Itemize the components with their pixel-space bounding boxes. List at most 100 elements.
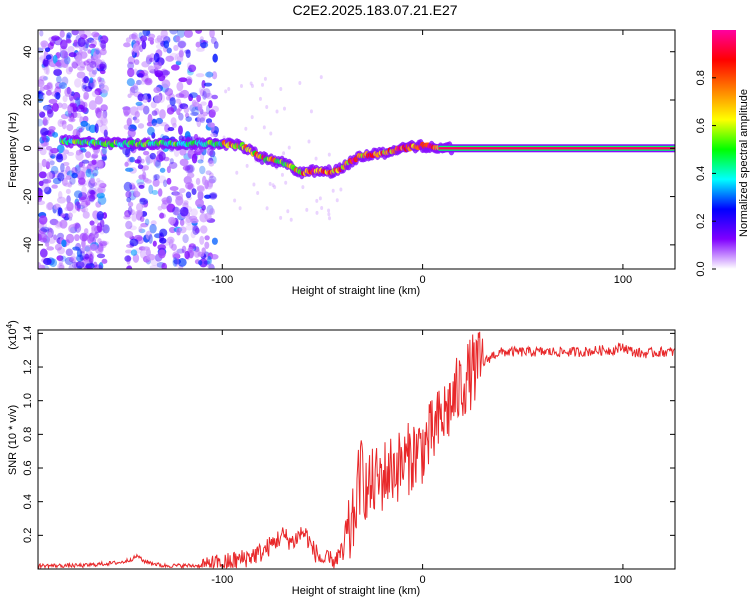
noise-blob	[71, 30, 79, 36]
noise-blob	[125, 160, 132, 166]
noise-blob	[284, 180, 288, 185]
noise-blob	[49, 160, 56, 166]
noise-blob	[205, 170, 212, 176]
noise-blob	[151, 189, 159, 195]
noise-blob	[128, 33, 137, 40]
noise-blob	[52, 54, 58, 64]
noise-blob	[84, 85, 93, 92]
noise-blob	[97, 243, 104, 252]
noise-blob	[157, 205, 163, 211]
noise-blob	[199, 41, 209, 48]
noise-blob	[152, 178, 160, 187]
noise-blob	[72, 91, 80, 101]
noise-blob	[185, 182, 194, 190]
noise-blob	[136, 73, 144, 78]
noise-blob	[195, 177, 201, 185]
noise-blob	[157, 244, 167, 251]
noise-blob	[177, 40, 187, 49]
noise-blob	[133, 68, 138, 75]
spectrogram-y-axis-label: Frequency (Hz)	[7, 112, 19, 188]
noise-blob	[319, 75, 323, 80]
noise-blob	[198, 86, 206, 94]
noise-blob	[172, 257, 178, 267]
noise-blob	[203, 82, 213, 87]
noise-blob	[46, 246, 55, 251]
noise-blob	[199, 225, 208, 234]
noise-blob	[74, 78, 82, 88]
noise-blob	[169, 186, 179, 191]
noise-blob	[202, 111, 208, 117]
noise-blob	[64, 87, 73, 97]
noise-blob	[201, 175, 207, 186]
noise-blob	[38, 118, 44, 127]
noise-blob	[45, 145, 53, 151]
noise-blob	[199, 36, 204, 44]
noise-blob	[139, 216, 145, 223]
noise-blob	[87, 234, 93, 244]
noise-blob	[195, 30, 203, 34]
noise-blob	[327, 152, 331, 157]
noise-blob	[175, 211, 180, 217]
noise-blob	[149, 223, 157, 234]
x-tick-label: -100	[211, 274, 233, 286]
noise-blob	[76, 254, 84, 262]
noise-blob	[175, 60, 182, 66]
noise-blob	[307, 139, 311, 144]
noise-blob	[154, 94, 162, 104]
noise-blob	[129, 86, 136, 96]
noise-blob	[195, 73, 205, 78]
noise-blob	[129, 225, 137, 231]
noise-blob	[126, 78, 135, 87]
noise-blob	[68, 224, 78, 234]
noise-blob	[43, 116, 51, 122]
noise-blob	[96, 187, 104, 194]
noise-blob	[177, 30, 186, 38]
noise-blob	[127, 206, 133, 216]
noise-blob	[129, 156, 135, 163]
noise-blob	[42, 104, 52, 111]
noise-blob	[179, 149, 187, 156]
noise-blob	[166, 47, 172, 54]
noise-blob	[76, 265, 83, 269]
noise-blob	[96, 192, 105, 199]
noise-blob	[123, 42, 131, 48]
noise-blob	[94, 47, 101, 55]
x-tick-label: 0	[420, 574, 426, 586]
noise-blob	[87, 80, 96, 90]
noise-blob	[148, 184, 154, 195]
noise-blob	[124, 212, 130, 218]
y-tick-label: -40	[22, 237, 34, 253]
noise-blob	[49, 218, 59, 226]
noise-blob	[282, 151, 286, 156]
colorbar-tick-label: 0.0	[695, 261, 707, 276]
noise-blob	[42, 117, 48, 126]
noise-blob	[318, 196, 322, 201]
noise-blob	[252, 182, 256, 187]
noise-blob	[256, 190, 260, 195]
noise-blob	[78, 177, 86, 185]
noise-blob	[233, 198, 237, 203]
noise-blob	[154, 70, 164, 78]
noise-blob	[141, 40, 147, 50]
noise-blob	[84, 39, 90, 45]
noise-blob	[191, 106, 200, 116]
noise-blob	[65, 66, 73, 75]
x-tick-label: 0	[420, 274, 426, 286]
noise-blob	[199, 89, 205, 97]
noise-blob	[101, 155, 108, 162]
noise-blob	[127, 56, 136, 65]
noise-blob	[99, 240, 108, 247]
noise-blob	[152, 174, 158, 181]
noise-blob	[202, 90, 207, 100]
noise-blob	[47, 231, 53, 238]
noise-blob	[94, 107, 103, 115]
noise-blob	[100, 117, 108, 126]
noise-blob	[74, 222, 82, 233]
noise-blob	[201, 79, 206, 89]
noise-blob	[101, 225, 108, 231]
noise-blob	[57, 196, 66, 204]
noise-blob	[155, 117, 164, 125]
noise-blob	[150, 101, 157, 109]
noise-blob	[211, 105, 219, 113]
